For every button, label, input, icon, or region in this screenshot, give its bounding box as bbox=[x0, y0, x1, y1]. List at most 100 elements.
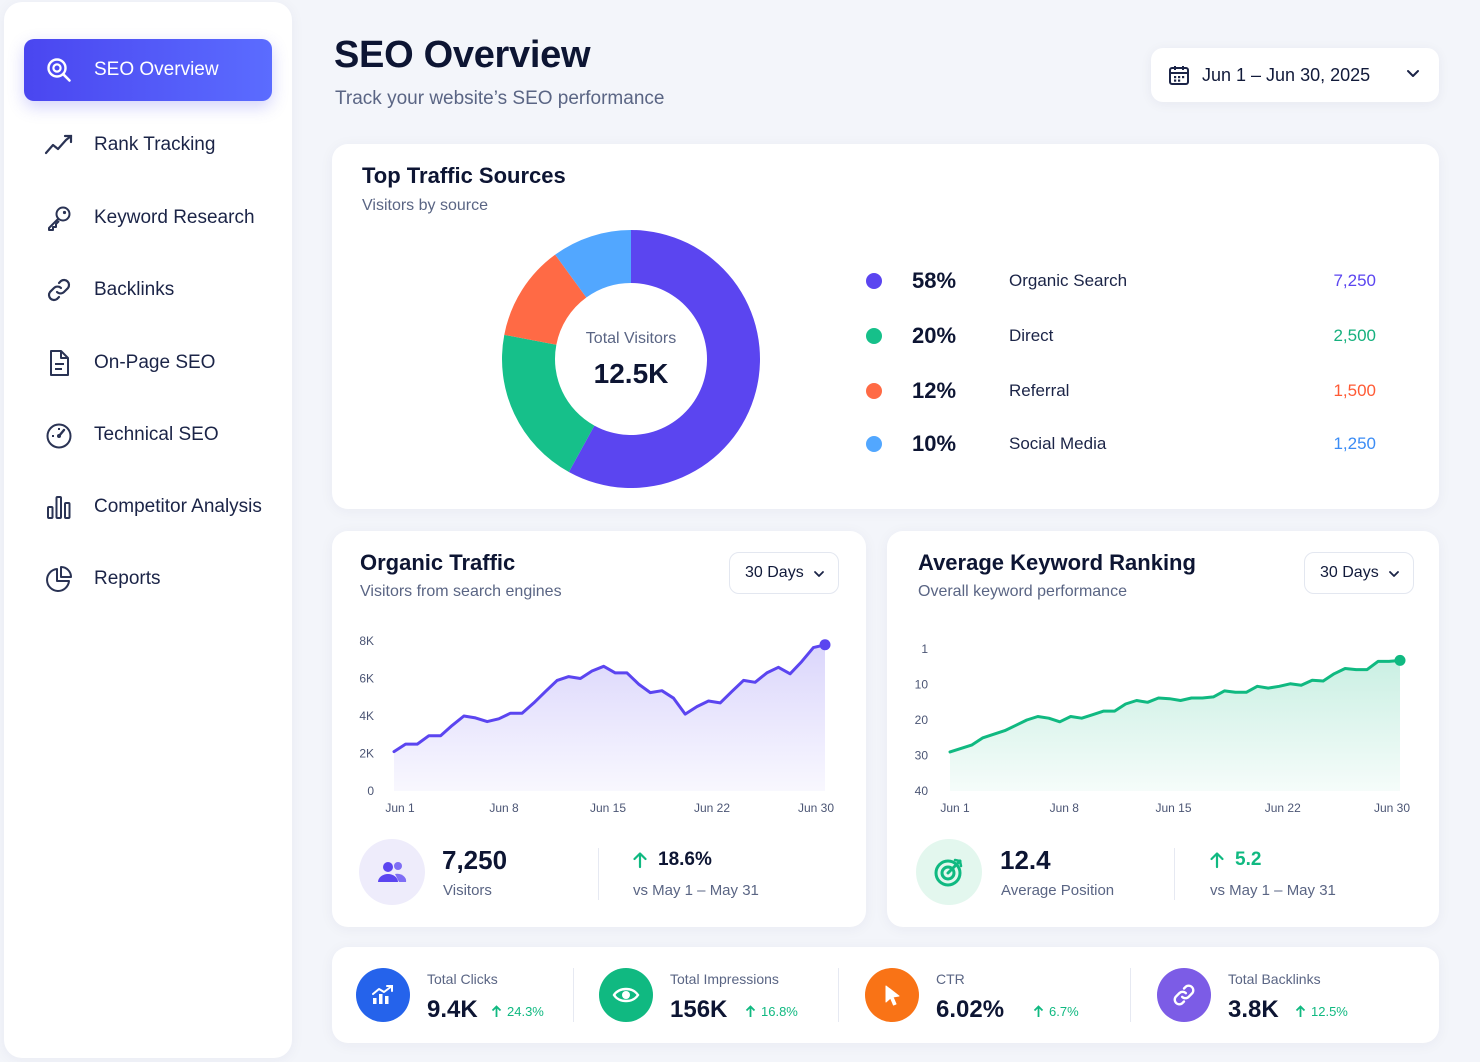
chart-up-icon bbox=[356, 968, 410, 1022]
x-tick-label: Jun 15 bbox=[590, 801, 626, 815]
series-end-point bbox=[819, 639, 831, 651]
y-tick-label: 6K bbox=[359, 672, 374, 686]
chevron-down-icon bbox=[1387, 567, 1401, 581]
keyword-ranking-chart: 1 10 20 30 40 Jun 1 Jun 8 Jun 15 Jun 22 Jun 30 bbox=[915, 642, 1411, 815]
organic-visitors-label: Visitors bbox=[443, 882, 492, 899]
organic-visitors-value: 7,250 bbox=[442, 845, 508, 875]
sidebar-item-label: Technical SEO bbox=[94, 424, 219, 445]
kpi-change: 16.8% bbox=[745, 1004, 798, 1019]
users-icon bbox=[359, 839, 425, 905]
sidebar-item-label: Rank Tracking bbox=[94, 134, 216, 155]
sidebar: SEO Overview Rank Tracking Keyword Resea… bbox=[4, 2, 292, 1058]
divider bbox=[1130, 968, 1131, 1022]
kpi-value: 6.02% bbox=[936, 996, 1005, 1023]
range-label: 30 Days bbox=[1320, 564, 1379, 581]
organic-change-value: 18.6% bbox=[658, 849, 712, 870]
organic-change-label: vs May 1 – May 31 bbox=[633, 882, 759, 899]
y-tick-label: 4K bbox=[359, 709, 374, 723]
kpi-value: 9.4K bbox=[427, 996, 478, 1023]
kpi-change: 6.7% bbox=[1033, 1004, 1079, 1019]
sidebar-item-seo-overview[interactable]: SEO Overview bbox=[24, 39, 272, 101]
sidebar-item-rank-tracking[interactable]: Rank Tracking bbox=[24, 114, 272, 176]
x-tick-label: Jun 15 bbox=[1155, 801, 1191, 815]
x-tick-label: Jun 30 bbox=[1374, 801, 1410, 815]
series-line bbox=[392, 643, 827, 754]
donut-slice-direct bbox=[502, 334, 595, 473]
y-tick-label: 1 bbox=[921, 642, 928, 656]
organic-traffic-subtitle: Visitors from search engines bbox=[360, 583, 562, 600]
legend-item-direct: 20% Direct 2,500 bbox=[866, 321, 1386, 351]
sidebar-item-label: Backlinks bbox=[94, 279, 175, 300]
traffic-sources-subtitle: Visitors by source bbox=[362, 197, 488, 214]
calendar-icon bbox=[1168, 64, 1190, 86]
ranking-change-label: vs May 1 – May 31 bbox=[1210, 882, 1336, 899]
kpi-change-value: 16.8% bbox=[761, 1004, 798, 1019]
range-label: 30 Days bbox=[745, 564, 804, 581]
sidebar-item-reports[interactable]: Reports bbox=[24, 548, 272, 610]
sidebar-item-backlinks[interactable]: Backlinks bbox=[24, 259, 272, 321]
organic-traffic-title: Organic Traffic bbox=[360, 550, 516, 575]
legend-pct: 58% bbox=[912, 268, 957, 293]
kpi-label: Total Backlinks bbox=[1228, 971, 1321, 987]
legend-label: Organic Search bbox=[1009, 271, 1128, 290]
divider bbox=[598, 848, 599, 900]
divider bbox=[1174, 848, 1175, 900]
legend-pct: 20% bbox=[912, 323, 957, 348]
chevron-down-icon bbox=[812, 567, 826, 581]
page-title: SEO Overview bbox=[334, 34, 591, 76]
arrow-up-icon bbox=[1295, 1005, 1306, 1018]
sidebar-item-label: Competitor Analysis bbox=[94, 496, 262, 517]
sidebar-item-competitor-analysis[interactable]: Competitor Analysis bbox=[24, 476, 272, 538]
donut-center-label: Total Visitors bbox=[585, 330, 677, 347]
x-tick-label: Jun 8 bbox=[489, 801, 519, 815]
kpi-change-value: 24.3% bbox=[507, 1004, 544, 1019]
legend-pct: 12% bbox=[912, 378, 957, 403]
sidebar-item-technical-seo[interactable]: Technical SEO bbox=[24, 404, 272, 466]
divider bbox=[573, 968, 574, 1022]
document-icon bbox=[44, 348, 74, 378]
gauge-icon bbox=[44, 420, 74, 450]
key-icon bbox=[44, 203, 74, 233]
legend-label: Referral bbox=[1009, 381, 1070, 400]
kpi-value: 156K bbox=[670, 996, 728, 1023]
legend-label: Direct bbox=[1009, 326, 1054, 345]
target-icon bbox=[916, 839, 982, 905]
y-tick-label: 8K bbox=[359, 634, 374, 648]
kpi-label: CTR bbox=[936, 971, 965, 987]
legend-item-organic-search: 58% Organic Search 7,250 bbox=[866, 266, 1386, 296]
ranking-range-select[interactable]: 30 Days bbox=[1304, 552, 1414, 594]
legend-label: Social Media bbox=[1009, 434, 1107, 453]
organic-range-select[interactable]: 30 Days bbox=[729, 552, 839, 594]
kpi-change-value: 12.5% bbox=[1311, 1004, 1348, 1019]
page-subtitle: Track your website’s SEO performance bbox=[335, 88, 665, 109]
legend-dot bbox=[866, 436, 882, 452]
sidebar-item-on-page-seo[interactable]: On-Page SEO bbox=[24, 332, 272, 394]
arrow-up-icon bbox=[1209, 851, 1225, 869]
legend-pct: 10% bbox=[912, 431, 957, 456]
y-tick-label: 2K bbox=[359, 747, 374, 761]
sidebar-item-label: Reports bbox=[94, 568, 161, 589]
series-area bbox=[950, 660, 1400, 791]
bar-chart-icon bbox=[44, 492, 74, 522]
donut-center-value: 12.5K bbox=[593, 358, 669, 389]
avg-position-label: Average Position bbox=[1001, 882, 1115, 899]
kpi-change: 24.3% bbox=[491, 1004, 544, 1019]
x-tick-label: Jun 1 bbox=[385, 801, 415, 815]
donut-slice-social-media bbox=[555, 230, 631, 298]
y-tick-label: 40 bbox=[915, 784, 929, 798]
divider bbox=[838, 968, 839, 1022]
arrow-up-icon bbox=[745, 1005, 756, 1018]
eye-icon bbox=[599, 968, 653, 1022]
sidebar-item-label: On-Page SEO bbox=[94, 352, 216, 373]
legend-dot bbox=[866, 273, 882, 289]
legend-item-referral: 12% Referral 1,500 bbox=[866, 376, 1386, 406]
keyword-ranking-subtitle: Overall keyword performance bbox=[918, 583, 1127, 600]
x-tick-label: Jun 22 bbox=[1265, 801, 1301, 815]
kpi-label: Total Clicks bbox=[427, 971, 498, 987]
sidebar-item-label: SEO Overview bbox=[94, 59, 219, 80]
date-range-picker[interactable]: Jun 1 – Jun 30, 2025 bbox=[1151, 48, 1439, 102]
series-line bbox=[948, 658, 1402, 754]
x-tick-label: Jun 1 bbox=[940, 801, 970, 815]
sidebar-item-keyword-research[interactable]: Keyword Research bbox=[24, 187, 272, 249]
keyword-ranking-title: Average Keyword Ranking bbox=[918, 550, 1196, 575]
